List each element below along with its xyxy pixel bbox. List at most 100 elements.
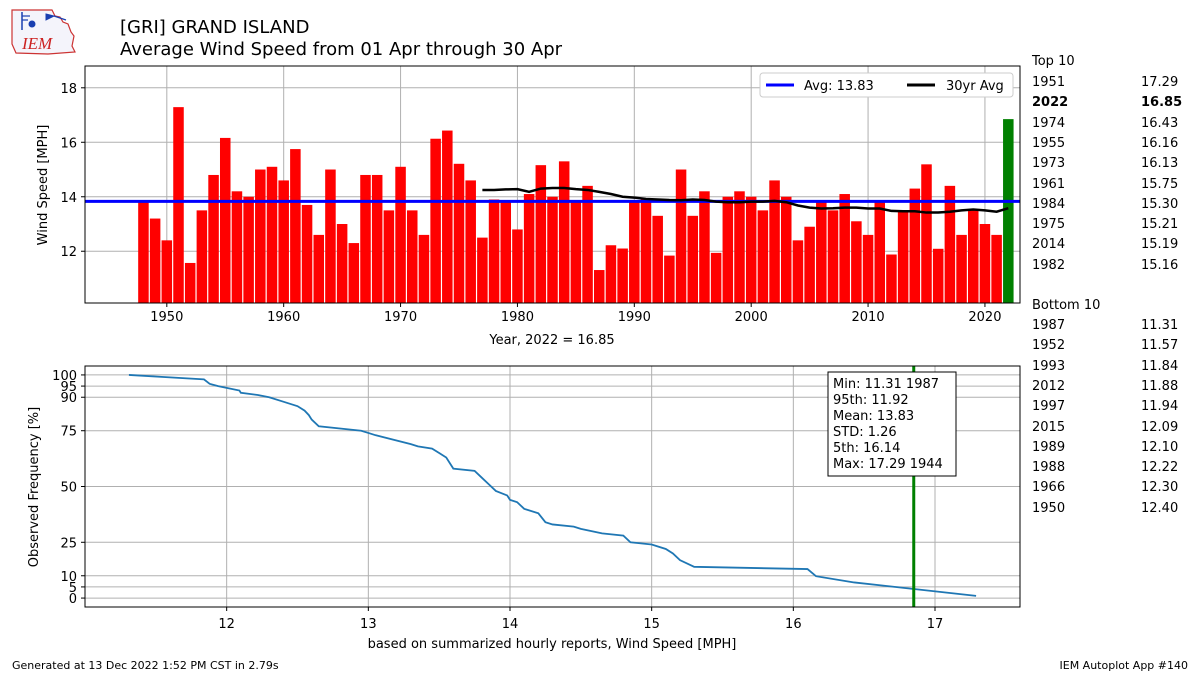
bottom10-year: 1997 — [1032, 399, 1066, 415]
bar — [675, 169, 687, 303]
y-tick-label: 95 — [60, 380, 77, 395]
highlight-bar — [1003, 119, 1014, 303]
bottom10-year: 1952 — [1032, 338, 1066, 354]
bar — [500, 202, 512, 303]
bar — [208, 174, 219, 303]
bar — [138, 202, 149, 303]
top10-value: 16.13 — [1141, 156, 1179, 172]
bar — [219, 137, 231, 303]
top10-value: 15.75 — [1141, 176, 1179, 192]
bar — [383, 210, 395, 303]
legend-box — [759, 72, 1014, 98]
bar — [991, 234, 1002, 303]
bar — [804, 226, 815, 303]
bar — [442, 130, 453, 303]
x-tick-label: 1960 — [267, 310, 300, 325]
bar — [932, 248, 944, 303]
bar — [512, 229, 523, 303]
legend-avg-label: Avg: 13.83 — [804, 79, 874, 94]
bar — [406, 210, 418, 303]
bar — [757, 210, 769, 303]
top10-value: 16.16 — [1141, 135, 1179, 151]
bottom10-year: 1987 — [1032, 318, 1066, 333]
bar — [816, 202, 827, 303]
top10-year: 1955 — [1032, 135, 1066, 151]
top10-value: 16.43 — [1141, 115, 1179, 131]
bar — [839, 194, 850, 303]
bottom10-year: 2012 — [1032, 378, 1066, 394]
bar — [582, 185, 593, 303]
bar — [535, 165, 547, 303]
y-tick-label: 25 — [60, 536, 77, 551]
bar — [395, 166, 406, 303]
bottom10-value: 11.31 — [1141, 318, 1179, 333]
bottom10-value: 11.57 — [1141, 338, 1179, 354]
y-tick-label: 12 — [60, 245, 77, 260]
bar — [231, 191, 243, 303]
bottom10-value: 11.94 — [1141, 399, 1179, 415]
bar — [956, 234, 967, 303]
footer-app: IEM Autoplot App #140 — [1059, 659, 1189, 672]
chart-title: [GRI] GRAND ISLAND — [120, 17, 310, 38]
bottom10-value: 12.30 — [1141, 480, 1179, 496]
bar — [418, 234, 430, 303]
stats-line: Max: 17.29 1944 — [833, 457, 943, 472]
bar — [196, 210, 208, 303]
bottom10-year: 1989 — [1032, 439, 1066, 455]
bar — [780, 196, 792, 303]
logo-text: IEM — [21, 34, 53, 53]
bottom10-value: 12.10 — [1141, 439, 1179, 455]
bar — [161, 240, 173, 303]
bar — [710, 252, 722, 303]
top10-year: 1973 — [1032, 156, 1066, 172]
bar — [640, 199, 652, 303]
stats-line: STD: 1.26 — [833, 425, 897, 440]
bar — [652, 215, 663, 303]
top10-year: 1982 — [1032, 257, 1066, 273]
bottom10-value: 12.09 — [1141, 419, 1179, 435]
bar — [874, 202, 886, 303]
bar — [886, 254, 897, 303]
x-tick-label: 15 — [643, 617, 660, 632]
chart-subtitle: Average Wind Speed from 01 Apr through 3… — [120, 39, 563, 60]
bar — [664, 255, 675, 303]
footer-generated: Generated at 13 Dec 2022 1:52 PM CST in … — [12, 659, 279, 672]
bar — [430, 138, 441, 303]
top10-heading: Top 10 — [1032, 54, 1075, 69]
x-tick-label: 16 — [785, 617, 802, 632]
bar — [687, 215, 699, 303]
bar — [699, 191, 710, 303]
bar — [255, 169, 266, 303]
bar — [827, 210, 839, 303]
y-axis-label: Observed Frequency [%] — [27, 407, 42, 567]
y-tick-label: 5 — [69, 581, 77, 596]
y-tick-label: 100 — [52, 369, 77, 384]
bottom10-value: 11.84 — [1141, 358, 1179, 374]
bar — [488, 199, 500, 303]
bar — [184, 262, 196, 303]
bar — [909, 188, 921, 303]
y-tick-label: 10 — [60, 570, 77, 585]
bar — [547, 196, 558, 303]
bar — [173, 107, 184, 303]
bar — [348, 243, 360, 303]
bar — [851, 221, 862, 303]
exceedance-line — [128, 374, 977, 597]
x-tick-label: 1950 — [150, 310, 183, 325]
x-tick-label: 2000 — [735, 310, 768, 325]
bottom10-heading: Bottom 10 — [1032, 298, 1101, 313]
y-tick-label: 75 — [60, 425, 77, 440]
bottom10-year: 2015 — [1032, 419, 1066, 435]
bar — [465, 180, 476, 303]
x-axis-label: Year, 2022 = 16.85 — [488, 333, 614, 348]
plot-frame — [84, 65, 1021, 304]
plot-frame — [84, 365, 1021, 608]
bar — [979, 224, 991, 303]
top10-value: 15.30 — [1141, 196, 1179, 212]
top10-value: 17.29 — [1141, 75, 1179, 90]
top10-year: 1961 — [1032, 176, 1066, 192]
stats-line: 95th: 11.92 — [833, 393, 909, 408]
y-tick-label: 50 — [60, 481, 77, 496]
top10-value: 16.85 — [1141, 95, 1183, 111]
